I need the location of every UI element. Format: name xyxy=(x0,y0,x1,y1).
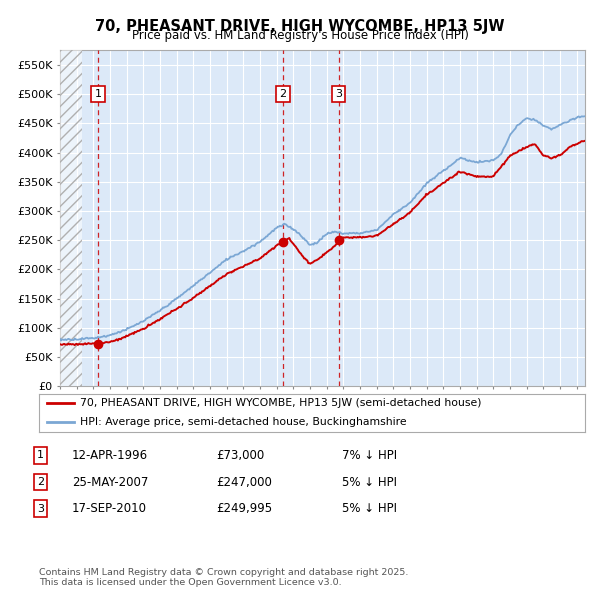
Text: £249,995: £249,995 xyxy=(216,502,272,515)
Text: 7% ↓ HPI: 7% ↓ HPI xyxy=(342,449,397,462)
Text: 2: 2 xyxy=(280,89,287,99)
Text: 5% ↓ HPI: 5% ↓ HPI xyxy=(342,502,397,515)
Text: 3: 3 xyxy=(335,89,342,99)
Text: 1: 1 xyxy=(37,451,44,460)
Bar xyxy=(60,50,82,386)
Text: 2: 2 xyxy=(37,477,44,487)
Text: 25-MAY-2007: 25-MAY-2007 xyxy=(72,476,148,489)
Text: 70, PHEASANT DRIVE, HIGH WYCOMBE, HP13 5JW: 70, PHEASANT DRIVE, HIGH WYCOMBE, HP13 5… xyxy=(95,19,505,34)
Text: 70, PHEASANT DRIVE, HIGH WYCOMBE, HP13 5JW (semi-detached house): 70, PHEASANT DRIVE, HIGH WYCOMBE, HP13 5… xyxy=(80,398,481,408)
Text: 12-APR-1996: 12-APR-1996 xyxy=(72,449,148,462)
Text: £247,000: £247,000 xyxy=(216,476,272,489)
Text: 3: 3 xyxy=(37,504,44,513)
Bar xyxy=(60,50,82,386)
Text: £73,000: £73,000 xyxy=(216,449,264,462)
Text: 5% ↓ HPI: 5% ↓ HPI xyxy=(342,476,397,489)
Text: 17-SEP-2010: 17-SEP-2010 xyxy=(72,502,147,515)
Text: Contains HM Land Registry data © Crown copyright and database right 2025.
This d: Contains HM Land Registry data © Crown c… xyxy=(39,568,409,587)
Text: Price paid vs. HM Land Registry's House Price Index (HPI): Price paid vs. HM Land Registry's House … xyxy=(131,30,469,42)
Text: HPI: Average price, semi-detached house, Buckinghamshire: HPI: Average price, semi-detached house,… xyxy=(80,417,407,427)
Text: 1: 1 xyxy=(95,89,101,99)
